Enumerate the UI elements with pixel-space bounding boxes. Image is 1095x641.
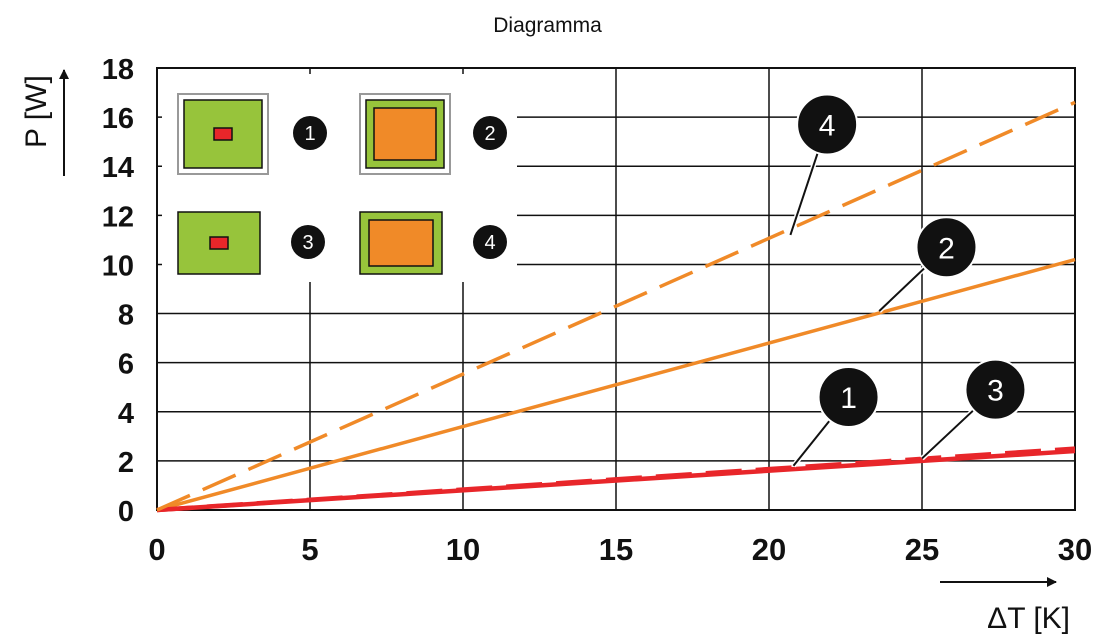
y-tick-label: 4 xyxy=(118,398,134,430)
callout-label: 2 xyxy=(938,232,955,265)
legend-item: 4 xyxy=(359,211,507,275)
series-line-4 xyxy=(156,100,1076,512)
legend-number: 1 xyxy=(304,123,315,145)
callout-bubble xyxy=(915,216,978,279)
series-callouts: 1 2 3 4 xyxy=(788,93,1027,468)
legend-number-badge xyxy=(291,225,325,259)
legend-number: 4 xyxy=(484,232,495,254)
y-tick-label: 18 xyxy=(102,54,134,86)
callout-label: 4 xyxy=(819,109,836,142)
legend-item: 3 xyxy=(177,211,325,275)
legend-number-badge xyxy=(293,116,327,150)
series-layer xyxy=(156,100,1076,513)
x-tick-label: 25 xyxy=(905,532,939,567)
series-line-3 xyxy=(156,446,1076,513)
y-tick-label: 6 xyxy=(118,349,134,381)
series-callout-2: 2 xyxy=(877,216,978,313)
x-tick-label: 5 xyxy=(301,532,318,567)
legend: 1 2 3 4 xyxy=(162,74,517,282)
callout-label: 1 xyxy=(840,382,857,415)
y-axis-label: P [W] xyxy=(20,69,69,176)
callout-bubble xyxy=(796,93,859,156)
series-callout-4: 4 xyxy=(788,93,859,236)
y-tick-label: 2 xyxy=(118,447,134,479)
series-callout-1: 1 xyxy=(791,366,880,468)
chart-title: Diagramma xyxy=(493,14,602,37)
y-tick-label: 12 xyxy=(102,201,134,233)
x-tick-label: 0 xyxy=(148,532,165,567)
legend-number: 3 xyxy=(302,232,313,254)
y-tick-label: 10 xyxy=(102,250,134,282)
legend-number: 2 xyxy=(484,123,495,145)
legend-number-badge xyxy=(473,225,507,259)
y-tick-label: 14 xyxy=(102,152,134,184)
callout-label: 3 xyxy=(987,375,1004,408)
axis-labels: P [W] ΔT [K] xyxy=(20,69,1070,635)
y-tick-label: 8 xyxy=(118,300,134,332)
legend-item: 2 xyxy=(359,93,507,175)
y-tick-label: 16 xyxy=(102,103,134,135)
legend-number-badge xyxy=(473,116,507,150)
legend-item: 1 xyxy=(177,93,327,175)
legend-element-small xyxy=(213,127,233,141)
series-callout-3: 3 xyxy=(920,358,1027,461)
callout-bubble xyxy=(817,366,880,429)
x-tick-label: 20 xyxy=(752,532,786,567)
y-axis-label-text: P [W] xyxy=(20,75,53,148)
x-tick-label: 15 xyxy=(599,532,633,567)
callout-bubble xyxy=(964,358,1027,421)
legend-element-large xyxy=(373,107,437,161)
legend-element-small xyxy=(209,236,229,250)
legend-element-large xyxy=(368,219,434,267)
series-line-2 xyxy=(156,257,1076,512)
x-axis-label: ΔT [K] xyxy=(940,577,1070,635)
y-tick-label: 0 xyxy=(118,496,134,528)
x-axis-label-text: ΔT [K] xyxy=(987,602,1070,635)
x-tick-label: 30 xyxy=(1058,532,1092,567)
plot-frame xyxy=(156,67,1076,511)
x-tick-label: 10 xyxy=(446,532,480,567)
